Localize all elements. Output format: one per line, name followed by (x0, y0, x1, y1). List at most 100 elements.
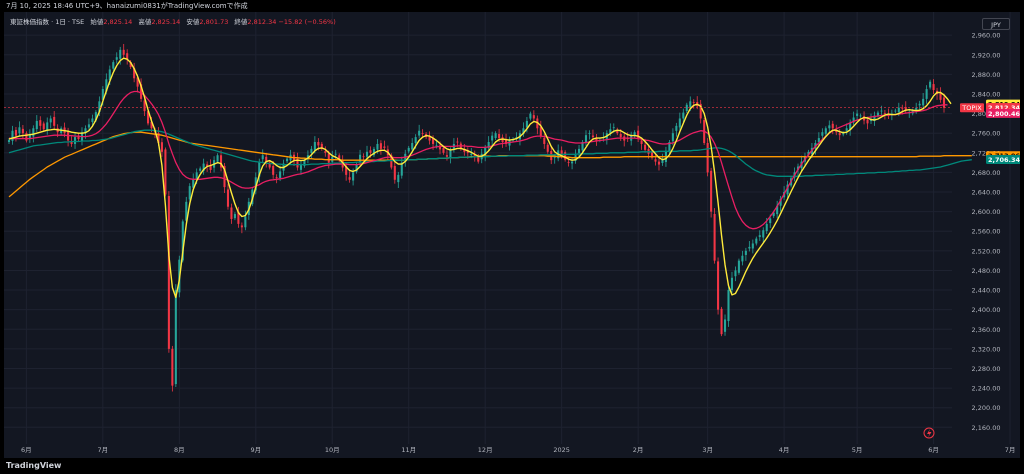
candle-body (317, 142, 320, 146)
legend-open-value: 2,825.14 (103, 18, 133, 26)
candle-body (748, 246, 751, 249)
candle-body (258, 161, 261, 177)
candle-body (866, 119, 869, 124)
candle-body (637, 130, 640, 139)
y-tick-label: 2,240.00 (972, 385, 1001, 393)
candle-body (491, 135, 494, 141)
candle-body (734, 270, 737, 277)
candle-body (42, 123, 45, 130)
candle-body (46, 122, 49, 131)
candle-body (838, 132, 841, 136)
y-tick-label: 2,320.00 (972, 345, 1001, 353)
candle-body (640, 140, 643, 144)
candle-body (171, 348, 174, 386)
candle-body (32, 128, 35, 137)
candle-body (564, 152, 567, 160)
candle-body (751, 243, 754, 249)
candle-body (279, 171, 282, 179)
candle-body (77, 135, 80, 140)
candle-body (661, 159, 664, 163)
candle-body (115, 57, 118, 60)
candle-body (473, 154, 476, 157)
candle-body (345, 165, 348, 175)
candle-body (442, 147, 445, 153)
candle-body (28, 134, 31, 139)
candle-body (348, 177, 351, 180)
candle-body (786, 184, 789, 195)
candle-body (119, 49, 122, 59)
candle-body (876, 112, 879, 116)
x-tick-label: 6月 (21, 446, 32, 454)
candle-body (616, 129, 619, 134)
candle-body (654, 159, 657, 162)
candle-body (108, 69, 111, 81)
currency-button[interactable]: JPY (982, 18, 1010, 30)
candle-body (35, 120, 38, 130)
candle-body (776, 205, 779, 215)
candle-body (730, 277, 734, 291)
caption-bar: 7月 10, 2025 18:46 UTC+9、hanaizumi0831がTr… (0, 0, 1024, 12)
candle-body (209, 165, 212, 170)
candle-body (529, 113, 532, 119)
y-tick-label: 2,440.00 (972, 287, 1001, 295)
y-tick-label: 2,920.00 (972, 51, 1001, 59)
candle-body (817, 138, 820, 143)
symbol-tag (960, 103, 984, 113)
legend-low-value: 2,801.73 (199, 18, 229, 26)
candle-body (779, 198, 782, 206)
chart-panel[interactable]: 2,160.00 2,200.00 2,240.00 2,280.00 2,320.00… (4, 12, 1020, 458)
x-tick-label: 5月 (852, 446, 863, 454)
candle-body (237, 211, 240, 224)
candle-body (744, 250, 747, 255)
candle-body (397, 174, 400, 183)
candle-body (296, 158, 299, 168)
legend-high-label: 高値 (138, 18, 152, 26)
candle-body (192, 179, 195, 188)
candle-body (449, 150, 452, 158)
candle-body (699, 103, 702, 119)
candle-body (487, 142, 490, 148)
candle-body (418, 130, 421, 136)
candle-body (498, 133, 501, 139)
candle-body (758, 235, 761, 238)
candle-body (765, 223, 768, 232)
candle-body (484, 147, 487, 156)
candle-body (303, 160, 306, 166)
candle-body (14, 129, 17, 136)
price-label-box (986, 154, 1020, 164)
candle-body (435, 145, 438, 147)
candle-body (379, 143, 382, 149)
candle-body (737, 260, 740, 273)
price-label-text: 2,812.34 (988, 104, 1020, 112)
candle-body (70, 142, 73, 144)
y-tick-label: 2,360.00 (972, 326, 1001, 334)
candle-body (922, 98, 925, 106)
candle-body (546, 144, 549, 152)
candle-body (53, 116, 56, 126)
candle-body (91, 118, 94, 123)
ma-slow-orange-line (8, 131, 972, 198)
candle-body (140, 84, 143, 99)
price-label-text: 2,706.34 (988, 156, 1020, 164)
candle-body (671, 133, 674, 142)
candle-body (233, 214, 236, 219)
candle-body (650, 151, 654, 158)
candle-body (136, 77, 139, 87)
candle-body (216, 155, 219, 162)
candle-body (324, 151, 327, 153)
legend-high-value: 2,825.14 (151, 18, 181, 26)
candle-body (112, 62, 115, 69)
candle-body (932, 84, 935, 91)
lightning-icon (923, 427, 935, 439)
price-label-text: 2,800.46 (988, 110, 1020, 118)
candlestick-chart[interactable]: 2,160.00 2,200.00 2,240.00 2,280.00 2,320.00… (4, 12, 1020, 458)
candle-body (463, 148, 466, 152)
candle-body (591, 135, 594, 138)
candle-body (352, 172, 355, 181)
candle-body (942, 97, 946, 108)
candle-body (25, 133, 28, 141)
candle-body (7, 140, 11, 143)
y-tick-label: 2,200.00 (972, 404, 1001, 412)
candle-body (880, 110, 883, 112)
candle-body (494, 133, 497, 138)
